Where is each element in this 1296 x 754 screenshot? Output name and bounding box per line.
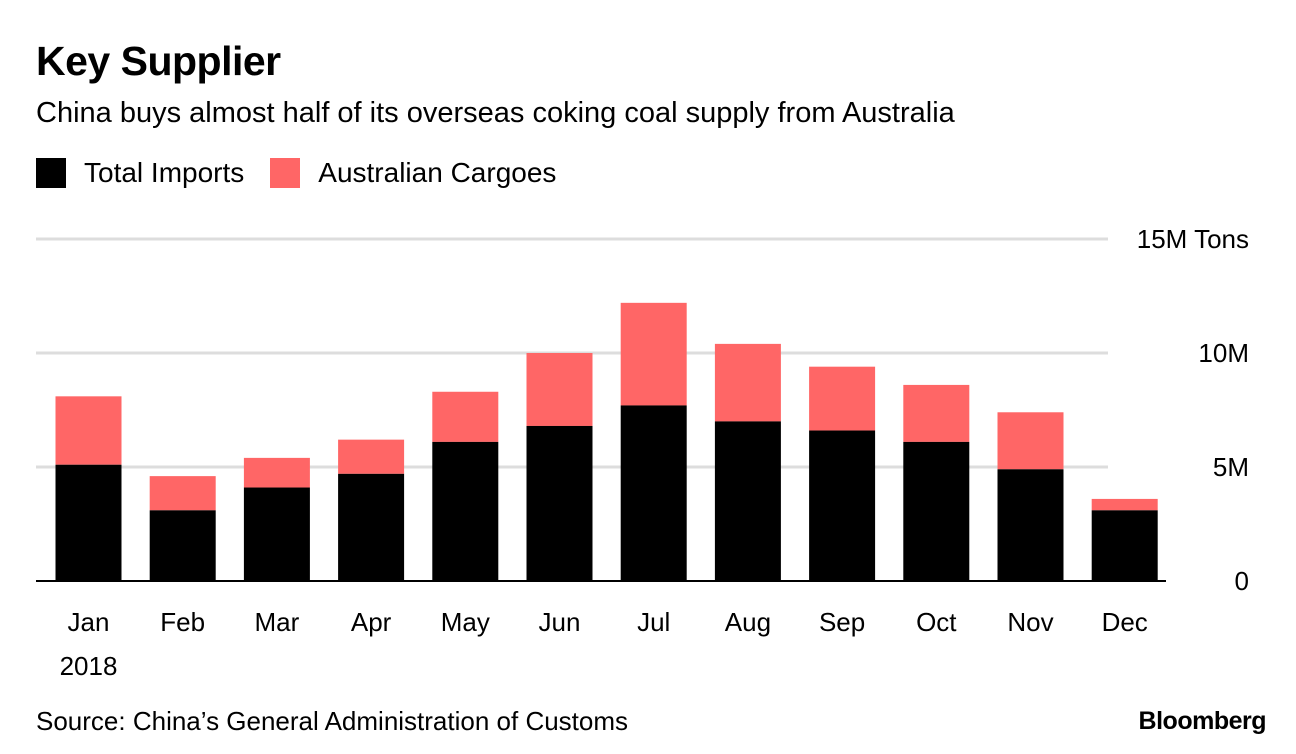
legend-item-total-imports: Total Imports [36, 157, 244, 189]
bar-total-jan [55, 464, 122, 581]
bar-total-jun [526, 425, 593, 581]
legend-label-australian-cargoes: Australian Cargoes [318, 157, 557, 188]
bar-total-aug [714, 421, 781, 581]
bar-total-sep [809, 430, 876, 581]
bar-australian-jan [55, 396, 122, 465]
x-year-label: 2018 [60, 651, 118, 681]
legend-swatch-australian-cargoes [270, 158, 301, 188]
x-tick-label-dec: Dec [1102, 607, 1148, 637]
legend-swatch-total-imports [36, 158, 66, 188]
bar-total-nov [997, 469, 1064, 581]
x-tick-label-jun: Jun [539, 607, 581, 637]
bar-australian-jun [526, 353, 593, 426]
x-tick-label-sep: Sep [819, 607, 865, 637]
bar-total-apr [338, 473, 405, 581]
bar-australian-oct [903, 384, 970, 442]
bar-total-mar [243, 487, 310, 581]
legend-label-total-imports: Total Imports [84, 157, 245, 188]
x-tick-label-jul: Jul [637, 607, 670, 637]
bar-australian-aug [714, 343, 781, 422]
x-tick-label-feb: Feb [160, 607, 205, 637]
x-tick-label-jan: Jan [68, 607, 110, 637]
bar-australian-dec [1091, 498, 1158, 511]
y-tick-label-3: 15M Tons [1137, 224, 1249, 254]
bar-total-feb [149, 510, 216, 581]
source-note: Source: China’s General Administration o… [36, 706, 629, 736]
y-tick-label-2: 10M [1198, 338, 1249, 368]
chart-title: Key Supplier [36, 38, 281, 84]
bar-australian-feb [149, 476, 216, 511]
bar-total-may [432, 441, 499, 581]
y-tick-label-1: 5M [1213, 452, 1249, 482]
bar-total-dec [1091, 510, 1158, 581]
x-tick-label-apr: Apr [351, 607, 392, 637]
chart-subtitle: China buys almost half of its overseas c… [36, 97, 955, 129]
bar-australian-may [432, 391, 499, 442]
bar-australian-mar [243, 457, 310, 488]
x-tick-label-mar: Mar [255, 607, 300, 637]
bar-total-jul [620, 405, 687, 581]
bar-australian-sep [809, 366, 876, 431]
x-tick-label-oct: Oct [916, 607, 957, 637]
bloomberg-logo: Bloomberg [1138, 707, 1267, 735]
bar-australian-nov [997, 412, 1064, 470]
x-tick-label-nov: Nov [1007, 607, 1053, 637]
bar-australian-apr [338, 439, 405, 474]
x-tick-label-aug: Aug [725, 607, 771, 637]
x-tick-label-may: May [441, 607, 490, 637]
y-tick-label-0: 0 [1235, 566, 1249, 596]
legend: Total Imports Australian Cargoes [36, 157, 582, 189]
legend-item-australian-cargoes: Australian Cargoes [270, 157, 556, 189]
bar-total-oct [903, 441, 970, 581]
bar-australian-jul [620, 302, 687, 406]
